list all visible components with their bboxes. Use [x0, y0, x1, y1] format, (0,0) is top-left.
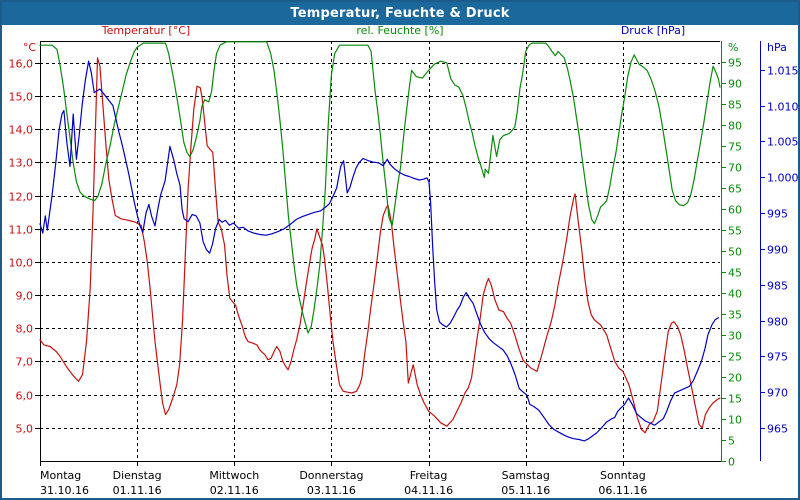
pressure-tick-label: 1.005: [767, 136, 798, 149]
temp-tick-label: 11,0: [9, 224, 34, 237]
humidity-tick-label: 5: [728, 435, 735, 448]
date-label: 01.11.16: [113, 484, 162, 497]
humidity-tick-label: 80: [728, 120, 742, 133]
day-label: Freitag: [410, 469, 448, 482]
temp-tick-label: 9,0: [16, 290, 34, 303]
humidity-tick-label: 85: [728, 99, 742, 112]
humidity-tick-label: 95: [728, 57, 742, 70]
day-label: Donnerstag: [299, 469, 363, 482]
humidity-tick-label: 90: [728, 78, 742, 91]
day-label: Mittwoch: [209, 469, 259, 482]
series-humidity-line: [39, 41, 721, 334]
humidity-tick-label: 0: [728, 456, 735, 469]
date-label: 31.10.16: [40, 484, 89, 497]
pressure-tick-label: 995: [767, 208, 788, 221]
day-label: Samstag: [502, 469, 550, 482]
humidity-tick-label: 55: [728, 225, 742, 238]
pressure-tick-label: 990: [767, 244, 788, 257]
humidity-tick-label: 10: [728, 414, 742, 427]
date-label: 05.11.16: [501, 484, 550, 497]
humidity-tick-label: 70: [728, 162, 742, 175]
temp-tick-label: 15,0: [9, 91, 34, 104]
temp-tick-label: 14,0: [9, 124, 34, 137]
date-label: 04.11.16: [404, 484, 453, 497]
series-temperature-line: [39, 57, 721, 434]
temp-tick-label: 5,0: [16, 423, 34, 436]
day-label: Montag: [40, 469, 81, 482]
humidity-tick-label: 45: [728, 267, 742, 280]
temp-tick-label: 12,0: [9, 191, 34, 204]
date-label: 03.11.16: [307, 484, 356, 497]
humidity-tick-label: 20: [728, 372, 742, 385]
pressure-tick-label: 975: [767, 351, 788, 364]
legend-humidity: rel. Feuchte [%]: [356, 24, 443, 37]
temp-axis-unit: °C: [23, 41, 37, 54]
pressure-tick-label: 965: [767, 423, 788, 436]
humidity-tick-label: 30: [728, 330, 742, 343]
day-label: Dienstag: [113, 469, 162, 482]
temp-tick-label: 7,0: [16, 356, 34, 369]
date-label: 06.11.16: [598, 484, 647, 497]
date-label: 02.11.16: [210, 484, 259, 497]
temp-tick-label: 13,0: [9, 157, 34, 170]
humidity-tick-label: 15: [728, 393, 742, 406]
pressure-tick-label: 970: [767, 387, 788, 400]
temp-tick-label: 6,0: [16, 390, 34, 403]
humidity-axis-unit: %: [728, 41, 738, 54]
series-pressure-line: [39, 60, 720, 442]
humidity-tick-label: 50: [728, 246, 742, 259]
humidity-tick-label: 75: [728, 141, 742, 154]
humidity-tick-label: 40: [728, 288, 742, 301]
humidity-tick-label: 60: [728, 204, 742, 217]
temp-tick-label: 16,0: [9, 58, 34, 71]
title-bar: Temperatur, Feuchte & Druck: [2, 2, 798, 25]
pressure-tick-label: 985: [767, 280, 788, 293]
day-label: Sonntag: [600, 469, 646, 482]
humidity-tick-label: 25: [728, 351, 742, 364]
pressure-tick-label: 980: [767, 316, 788, 329]
pressure-axis-unit: hPa: [767, 41, 787, 54]
humidity-tick-label: 65: [728, 183, 742, 196]
temp-tick-label: 8,0: [16, 323, 34, 336]
pressure-tick-label: 1.015: [767, 65, 798, 78]
legend-pressure: Druck [hPa]: [621, 24, 685, 37]
pressure-tick-label: 1.010: [767, 101, 798, 114]
humidity-tick-label: 35: [728, 309, 742, 322]
pressure-tick-label: 1.000: [767, 172, 798, 185]
window-title: Temperatur, Feuchte & Druck: [290, 6, 510, 21]
legend-temperature: Temperatur [°C]: [101, 24, 190, 37]
temp-tick-label: 10,0: [9, 257, 34, 270]
